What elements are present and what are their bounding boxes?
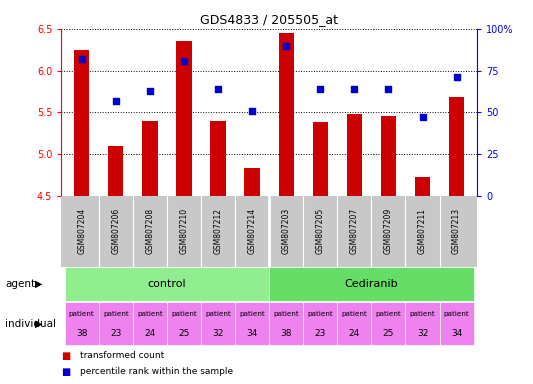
Text: ▶: ▶ <box>35 318 43 329</box>
Text: ▶: ▶ <box>35 279 43 289</box>
Bar <box>64 267 269 301</box>
Point <box>180 58 188 64</box>
Text: patient: patient <box>410 311 435 317</box>
Point <box>111 98 120 104</box>
Point <box>384 86 393 92</box>
Text: 23: 23 <box>110 329 122 338</box>
Point <box>248 108 256 114</box>
Point <box>316 86 325 92</box>
Point <box>214 86 222 92</box>
Text: GSM807209: GSM807209 <box>384 208 393 255</box>
Bar <box>201 302 235 345</box>
Text: patient: patient <box>69 311 95 317</box>
Point <box>282 42 290 48</box>
Text: 32: 32 <box>212 329 224 338</box>
Bar <box>346 114 362 196</box>
Bar <box>440 302 474 345</box>
Bar <box>279 33 294 196</box>
Point <box>350 86 359 92</box>
Text: 25: 25 <box>178 329 190 338</box>
Bar <box>245 168 260 196</box>
Text: patient: patient <box>376 311 401 317</box>
Bar <box>303 302 337 345</box>
Bar <box>108 146 124 196</box>
Text: patient: patient <box>205 311 231 317</box>
Text: GSM807204: GSM807204 <box>77 208 86 255</box>
Bar <box>142 121 158 196</box>
Text: Cediranib: Cediranib <box>344 279 398 289</box>
Text: GSM807213: GSM807213 <box>452 208 461 255</box>
Text: patient: patient <box>443 311 470 317</box>
Bar <box>235 302 269 345</box>
Text: 32: 32 <box>417 329 428 338</box>
Bar <box>415 177 430 196</box>
Text: individual: individual <box>5 318 56 329</box>
Text: GSM807207: GSM807207 <box>350 208 359 255</box>
Bar <box>313 122 328 196</box>
Text: GSM807210: GSM807210 <box>180 208 189 255</box>
Text: 24: 24 <box>349 329 360 338</box>
Point <box>418 114 427 121</box>
Bar <box>449 97 464 196</box>
Bar <box>211 121 225 196</box>
Text: patient: patient <box>239 311 265 317</box>
Text: agent: agent <box>5 279 36 289</box>
Text: patient: patient <box>342 311 367 317</box>
Point <box>453 74 461 80</box>
Text: patient: patient <box>308 311 333 317</box>
Text: patient: patient <box>273 311 299 317</box>
Text: transformed count: transformed count <box>80 351 164 361</box>
Text: 25: 25 <box>383 329 394 338</box>
Text: 34: 34 <box>246 329 258 338</box>
Bar <box>133 302 167 345</box>
Bar <box>372 302 406 345</box>
Bar <box>74 50 90 196</box>
Text: patient: patient <box>103 311 128 317</box>
Bar <box>337 302 372 345</box>
Text: ■: ■ <box>61 351 70 361</box>
Text: GSM807211: GSM807211 <box>418 209 427 254</box>
Bar <box>381 116 396 196</box>
Bar <box>64 302 99 345</box>
Bar <box>99 302 133 345</box>
Text: 34: 34 <box>451 329 462 338</box>
Point <box>77 56 86 62</box>
Text: ■: ■ <box>61 366 70 377</box>
Bar <box>176 41 192 196</box>
Text: 23: 23 <box>314 329 326 338</box>
Text: 38: 38 <box>280 329 292 338</box>
Text: 38: 38 <box>76 329 87 338</box>
Text: GSM807206: GSM807206 <box>111 208 120 255</box>
Bar <box>269 267 474 301</box>
Text: patient: patient <box>137 311 163 317</box>
Point <box>146 88 154 94</box>
Text: control: control <box>148 279 186 289</box>
Text: GSM807203: GSM807203 <box>282 208 290 255</box>
Text: GSM807208: GSM807208 <box>146 208 155 255</box>
Bar <box>269 302 303 345</box>
Text: GSM807214: GSM807214 <box>248 208 256 255</box>
Text: GSM807212: GSM807212 <box>214 209 223 254</box>
Title: GDS4833 / 205505_at: GDS4833 / 205505_at <box>200 13 338 26</box>
Text: GSM807205: GSM807205 <box>316 208 325 255</box>
Text: patient: patient <box>171 311 197 317</box>
Bar <box>406 302 440 345</box>
Text: 24: 24 <box>144 329 156 338</box>
Bar <box>167 302 201 345</box>
Text: percentile rank within the sample: percentile rank within the sample <box>80 367 233 376</box>
